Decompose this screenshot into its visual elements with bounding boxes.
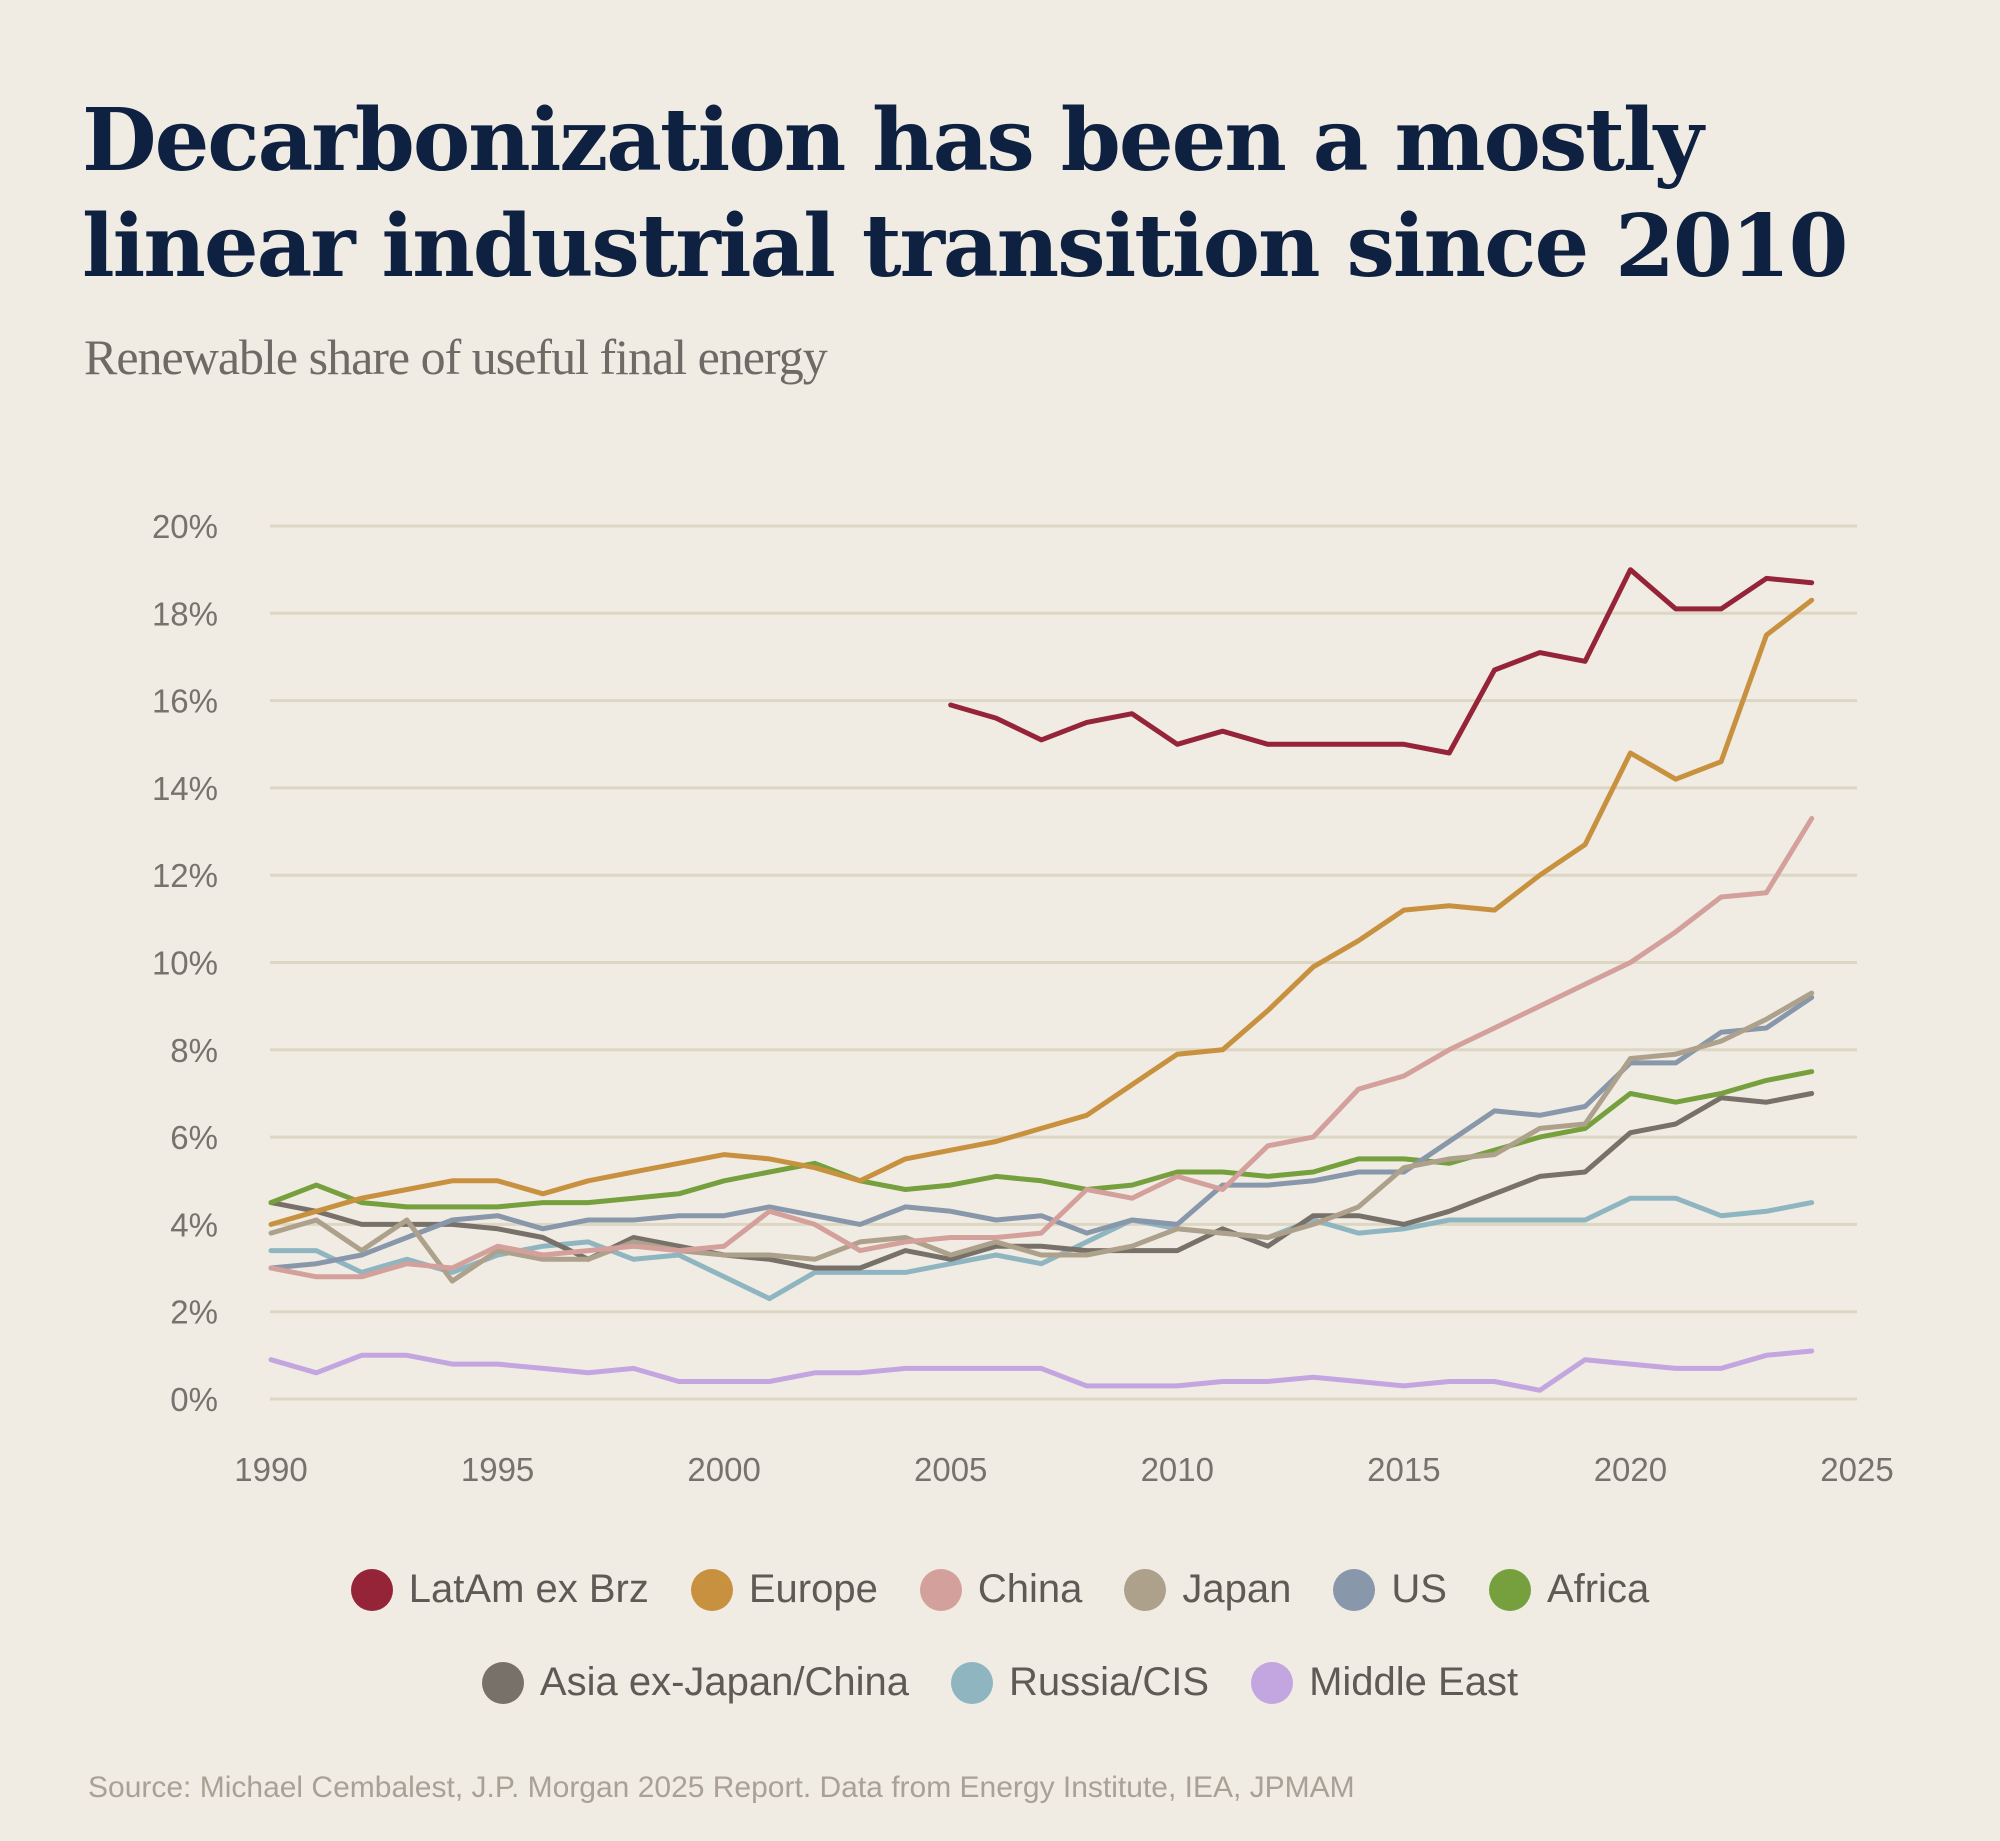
x-tick-label: 2000 — [687, 1451, 760, 1488]
x-tick-label: 2020 — [1594, 1451, 1667, 1488]
series-line-middle-east — [268, 1348, 1815, 1393]
legend-label: Asia ex-Japan/China — [539, 1660, 910, 1704]
y-tick-label: 8% — [170, 1032, 218, 1069]
x-tick-label: 1990 — [234, 1451, 307, 1488]
x-tick-label: 2025 — [1820, 1451, 1893, 1488]
series-lines — [268, 567, 1815, 1393]
legend-swatch — [1333, 1568, 1376, 1611]
legend-item: Asia ex-Japan/China — [481, 1660, 910, 1705]
series-line-us — [268, 994, 1815, 1271]
series-line-asia-ex-japan-china — [268, 1091, 1815, 1271]
chart-subtitle: Renewable share of useful final energy — [84, 329, 828, 385]
legend-label: China — [977, 1567, 1083, 1611]
y-tick-label: 0% — [170, 1381, 218, 1418]
y-tick-label: 14% — [152, 770, 218, 807]
series-line-latam-ex-brz — [948, 567, 1815, 756]
y-axis-ticks: 0% 2% 4% 6% 8% 10% 12% 14% 16% 18% 20% — [152, 508, 218, 1418]
legend-item: Russia/CIS — [951, 1660, 1209, 1705]
series-line-russia-cis — [268, 1195, 1815, 1302]
x-axis-ticks: 1990 1995 2000 2005 2010 2015 2020 2025 — [234, 1451, 1893, 1488]
legend-swatch — [481, 1661, 524, 1704]
legend-swatch — [350, 1568, 393, 1611]
legend-swatch — [1124, 1568, 1167, 1611]
chart-title: Decarbonization has been a mostly linear… — [82, 90, 1848, 297]
legend-row-2: Asia ex-Japan/China Russia/CIS Middle East — [0, 1660, 2000, 1705]
legend-swatch — [1488, 1568, 1531, 1611]
legend-label: LatAm ex Brz — [408, 1567, 649, 1611]
legend-label: Russia/CIS — [1009, 1660, 1210, 1704]
legend-label: Middle East — [1309, 1660, 1519, 1704]
legend-item: LatAm ex Brz — [350, 1567, 649, 1612]
y-tick-label: 12% — [152, 857, 218, 894]
x-tick-label: 2005 — [914, 1451, 987, 1488]
x-tick-label: 1995 — [461, 1451, 534, 1488]
legend-label: Europe — [748, 1567, 878, 1611]
legend-item: US — [1333, 1567, 1447, 1612]
x-tick-label: 2010 — [1141, 1451, 1214, 1488]
legend-label: Africa — [1546, 1567, 1650, 1611]
legend-item: Europe — [690, 1567, 878, 1612]
y-tick-label: 4% — [170, 1206, 218, 1243]
source-note: Source: Michael Cembalest, J.P. Morgan 2… — [88, 1771, 1355, 1804]
legend-swatch — [919, 1568, 962, 1611]
y-tick-label: 2% — [170, 1294, 218, 1331]
x-tick-label: 2015 — [1367, 1451, 1440, 1488]
legend-row-1: LatAm ex Brz Europe China Japan US Africa — [0, 1567, 2000, 1612]
line-chart: 0% 2% 4% 6% 8% 10% 12% 14% 16% 18% 20% 1990 1995 200… — [152, 508, 1894, 1488]
series-line-europe — [268, 597, 1815, 1227]
legend-item: Middle East — [1251, 1660, 1518, 1705]
legend-item: Japan — [1124, 1567, 1291, 1612]
legend-swatch — [1251, 1661, 1294, 1704]
y-tick-label: 6% — [170, 1119, 218, 1156]
legend-label: US — [1391, 1567, 1447, 1611]
legend-swatch — [951, 1661, 994, 1704]
series-line-china — [268, 816, 1815, 1280]
series-line-africa — [268, 1069, 1815, 1210]
series-line-japan — [268, 990, 1815, 1284]
gridlines — [270, 524, 1857, 1401]
y-tick-label: 18% — [152, 595, 218, 632]
y-tick-label: 16% — [152, 683, 218, 720]
y-tick-label: 20% — [152, 508, 218, 545]
legend-item: Africa — [1488, 1567, 1650, 1612]
legend-item: China — [919, 1567, 1083, 1612]
legend-label: Japan — [1182, 1567, 1292, 1611]
legend-swatch — [690, 1568, 733, 1611]
y-tick-label: 10% — [152, 945, 218, 982]
